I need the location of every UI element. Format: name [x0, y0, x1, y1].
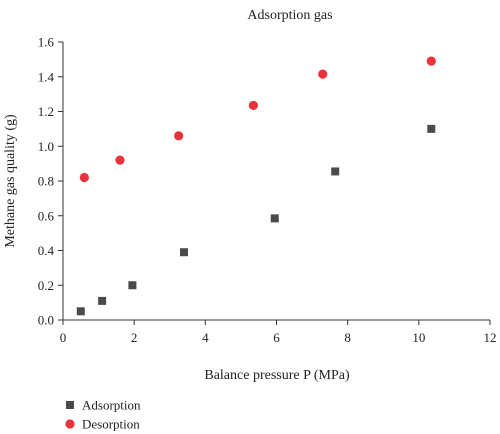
- desorption-point: [318, 69, 328, 79]
- y-tick-label: 1.2: [38, 104, 54, 119]
- x-tick-label: 10: [412, 330, 425, 345]
- y-tick-label: 1.0: [38, 139, 54, 154]
- x-tick-label: 0: [60, 330, 67, 345]
- desorption-point: [79, 172, 89, 183]
- adsorption-point: [331, 167, 340, 176]
- x-tick-label: 12: [484, 330, 497, 345]
- y-tick-label: 0.8: [38, 174, 54, 189]
- desorption-legend-label: Desorption: [82, 417, 140, 432]
- y-axis-title: Methane gas quality (g): [3, 114, 18, 248]
- desorption-point: [174, 131, 184, 141]
- adsorption-point: [270, 214, 279, 223]
- desorption-point: [115, 155, 125, 165]
- y-tick-label: 0.2: [38, 278, 54, 293]
- desorption-point: [248, 100, 258, 111]
- adsorption-point: [179, 248, 188, 257]
- adsorption-legend-label: Adsorption: [82, 398, 141, 413]
- y-tick-label: 0.0: [38, 313, 54, 328]
- adsorption-point: [98, 296, 107, 305]
- adsorption-point: [128, 281, 137, 290]
- adsorption-point: [427, 124, 436, 133]
- chart-title: Adsorption gas: [247, 8, 332, 23]
- data-marks: [76, 56, 436, 316]
- legend: Adsorption Desorption: [65, 398, 141, 432]
- x-tick-label: 2: [131, 330, 138, 345]
- x-axis-title: Balance pressure P (MPa): [204, 368, 350, 383]
- adsorption-legend-marker: [66, 401, 74, 409]
- x-tick-label: 8: [344, 330, 351, 345]
- plot-area: 0.0 0.2 0.4 0.6 0.8 1.0 1.2 1.4 1.6 0 2 4 6 8 10 12: [38, 35, 497, 346]
- y-tick-label: 1.6: [38, 35, 55, 50]
- y-tick-label: 1.4: [38, 69, 55, 84]
- x-axis-ticks: 0 2 4 6 8 10 12: [60, 320, 497, 345]
- desorption-point: [426, 56, 436, 66]
- y-axis-ticks: 0.0 0.2 0.4 0.6 0.8 1.0 1.2 1.4 1.6: [38, 35, 63, 328]
- y-tick-label: 0.6: [38, 208, 55, 223]
- x-tick-label: 6: [273, 330, 280, 345]
- y-tick-label: 0.4: [38, 243, 55, 258]
- x-tick-label: 4: [202, 330, 209, 345]
- adsorption-point: [76, 307, 85, 316]
- desorption-legend-marker: [65, 419, 75, 429]
